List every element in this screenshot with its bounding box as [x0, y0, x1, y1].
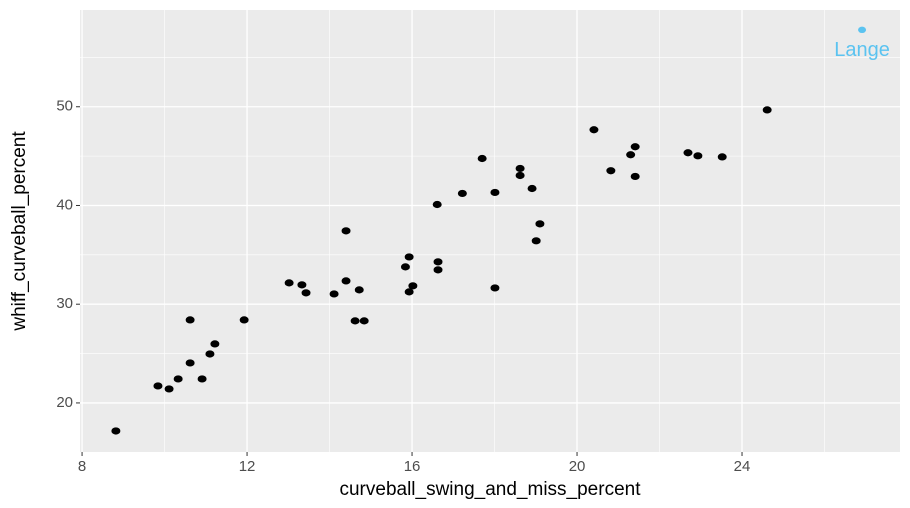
point	[239, 316, 249, 324]
x-tick-label: 16	[404, 458, 421, 475]
point	[683, 149, 693, 157]
point	[408, 282, 418, 290]
point	[284, 279, 294, 287]
point	[404, 253, 414, 261]
point	[762, 106, 772, 114]
point	[432, 200, 442, 209]
panel	[80, 10, 900, 452]
point	[400, 263, 410, 271]
point	[490, 188, 500, 197]
point	[477, 154, 487, 163]
annotation-point	[858, 26, 867, 34]
point	[297, 281, 307, 289]
point	[354, 286, 364, 294]
point	[693, 152, 703, 160]
point	[589, 126, 599, 134]
point	[626, 151, 636, 159]
point	[185, 316, 195, 324]
point	[490, 284, 500, 292]
point	[329, 290, 339, 298]
x-tick-label: 12	[239, 458, 256, 475]
point	[185, 359, 195, 367]
point	[153, 382, 163, 390]
point	[173, 375, 183, 383]
point	[717, 153, 727, 161]
point	[630, 172, 640, 181]
point	[341, 227, 351, 235]
point	[404, 288, 414, 296]
point	[359, 317, 369, 325]
y-tick-label: 40	[56, 196, 73, 213]
point	[630, 143, 640, 151]
y-tick-label: 30	[56, 295, 73, 312]
point	[210, 340, 220, 348]
point	[197, 375, 207, 383]
point	[527, 184, 537, 193]
y-axis-title: whiff_curveball_percent	[9, 131, 30, 332]
point	[205, 350, 215, 358]
point	[457, 189, 467, 198]
annotation-label: Lange	[834, 39, 890, 61]
point	[301, 289, 311, 297]
x-axis-title: curveball_swing_and_miss_percent	[339, 479, 641, 500]
point	[433, 266, 443, 274]
point	[535, 220, 545, 228]
point	[433, 258, 443, 266]
point	[164, 385, 174, 393]
point	[606, 167, 616, 175]
point	[341, 277, 351, 285]
point	[531, 237, 541, 245]
point	[515, 164, 525, 173]
x-tick-label: 24	[734, 458, 751, 475]
y-tick-label: 50	[56, 98, 73, 115]
point	[111, 427, 121, 435]
point	[350, 317, 360, 325]
x-tick-label: 20	[569, 458, 586, 475]
point	[515, 171, 525, 180]
x-tick-label: 8	[78, 458, 86, 475]
y-tick-label: 20	[56, 394, 73, 411]
